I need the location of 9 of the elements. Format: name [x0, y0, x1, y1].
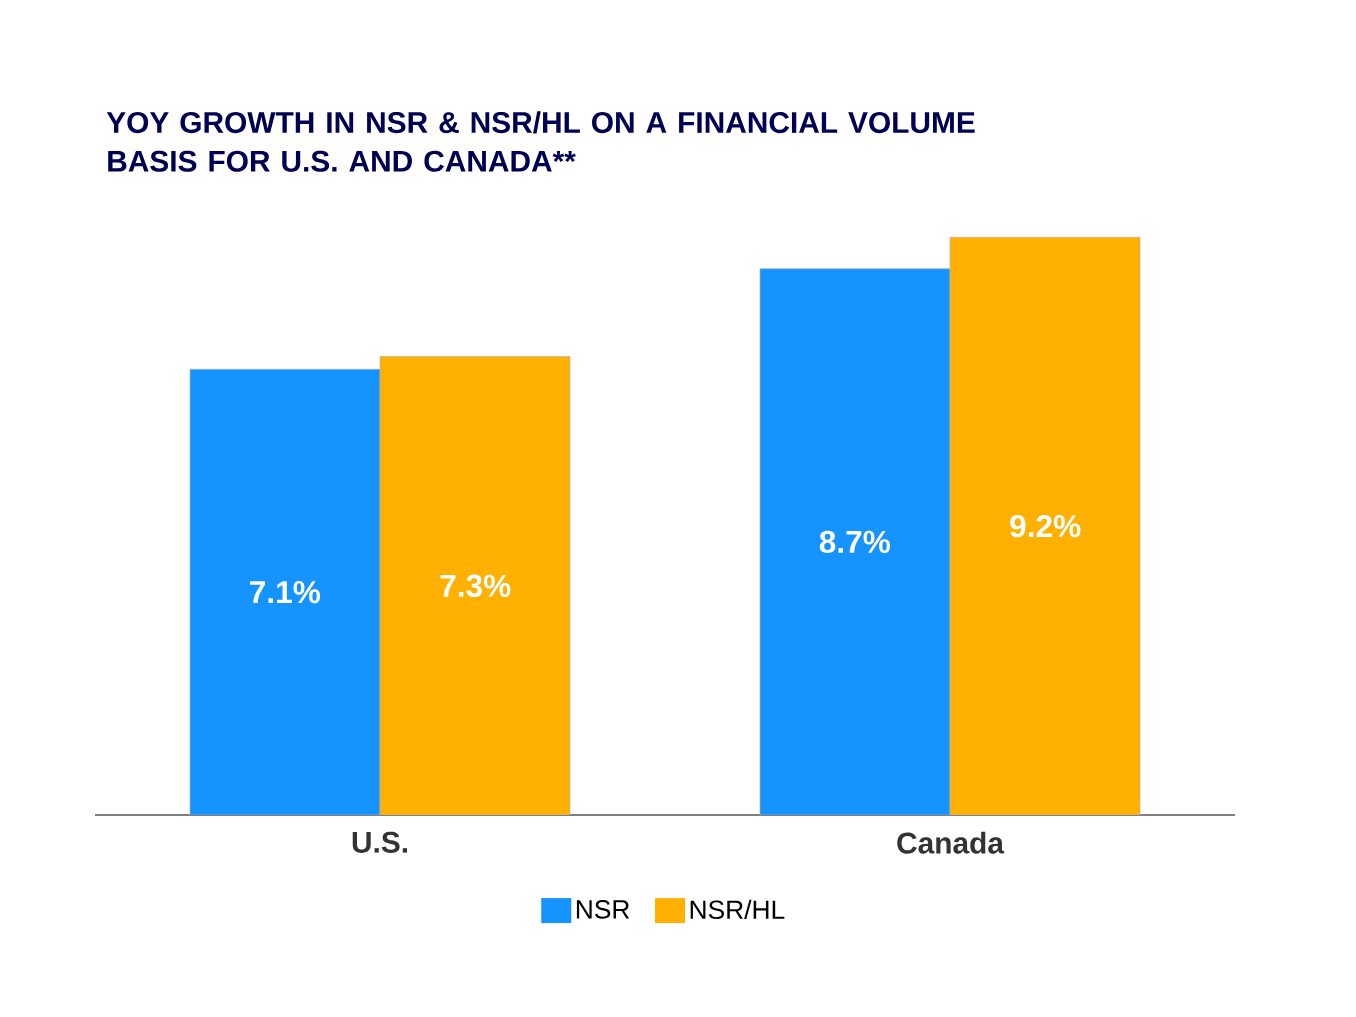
chart-title: YOY GROWTH IN NSR & NSR/HL ON A FINANCIAL VOLUME BASIS FOR U.S. AND CANADA**: [106, 111, 975, 172]
data-label: 8.7%: [819, 530, 891, 554]
legend-label: NSR/HL: [690, 899, 785, 920]
x-tick-label: U.S.: [352, 831, 408, 853]
data-label: 7.3%: [440, 574, 511, 598]
data-label: 9.2%: [1010, 514, 1081, 538]
legend-label: NSR: [576, 900, 630, 919]
data-label: 7.1%: [250, 580, 321, 604]
x-tick-label: Canada: [897, 831, 1005, 854]
